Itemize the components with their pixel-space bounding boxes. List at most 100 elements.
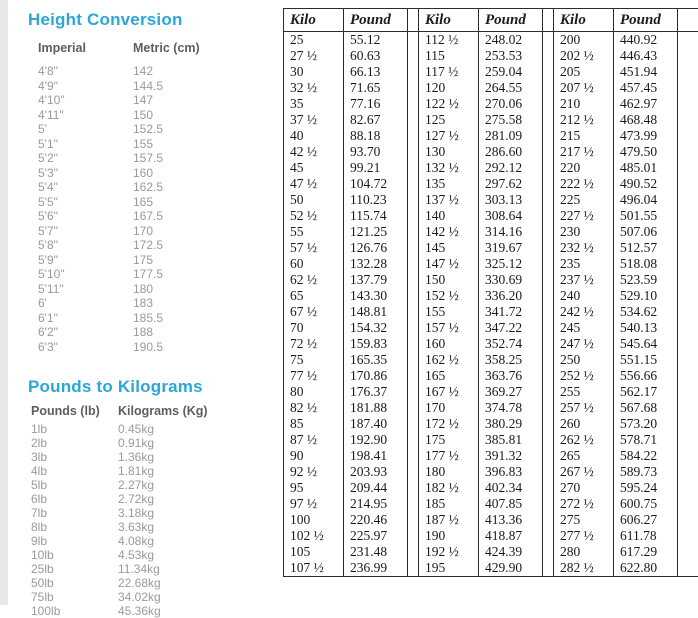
kilo-cell: 252 ½ — [554, 368, 614, 384]
column-spacer — [408, 480, 419, 496]
kilo-cell: 75 — [284, 352, 344, 368]
pound-cell: 209.44 — [344, 480, 408, 496]
column-header-pound-2: Pound — [479, 9, 543, 32]
height-row: 5'8"172.5 — [38, 238, 280, 253]
height-row: 5'7"170 — [38, 224, 280, 239]
kilo-cell: 62 ½ — [284, 272, 344, 288]
column-spacer — [408, 9, 419, 32]
kilo-cell: 100 — [284, 512, 344, 528]
kilo-cell: 85 — [284, 416, 344, 432]
column-spacer — [543, 432, 554, 448]
pound-cell: 154.32 — [344, 320, 408, 336]
pound-cell: 214.95 — [344, 496, 408, 512]
kilo-cell: 50 — [284, 192, 344, 208]
column-header-kilograms: Kilograms (Kg) — [118, 404, 208, 419]
pound-cell: 562.17 — [614, 384, 678, 400]
table-cell: 6' — [38, 296, 133, 311]
height-row: 6'3"190.5 — [38, 340, 280, 355]
pound-cell: 507.06 — [614, 224, 678, 240]
kilo-cell: 180 — [419, 464, 479, 480]
kilo-cell: 145 — [419, 240, 479, 256]
pound-cell: 358.25 — [479, 352, 543, 368]
column-spacer — [543, 464, 554, 480]
column-spacer — [678, 32, 698, 49]
pound-cell: 325.12 — [479, 256, 543, 272]
column-spacer — [678, 496, 698, 512]
kilo-cell: 140 — [419, 208, 479, 224]
column-spacer — [543, 192, 554, 208]
kilo-cell: 35 — [284, 96, 344, 112]
column-spacer — [543, 9, 554, 32]
column-spacer — [543, 96, 554, 112]
pound-cell: 275.58 — [479, 112, 543, 128]
kilo-cell: 230 — [554, 224, 614, 240]
pound-cell: 622.80 — [614, 560, 678, 577]
pound-cell: 71.65 — [344, 80, 408, 96]
kilo-cell: 152 ½ — [419, 288, 479, 304]
table-cell: 2.27kg — [118, 478, 154, 492]
height-row: 5'10"177.5 — [38, 267, 280, 282]
table-cell: 34.02kg — [118, 590, 161, 604]
column-header-kilo-2: Kilo — [419, 9, 479, 32]
column-spacer — [543, 272, 554, 288]
column-spacer — [678, 464, 698, 480]
pound-cell: 446.43 — [614, 48, 678, 64]
kilo-cell: 127 ½ — [419, 128, 479, 144]
column-spacer — [678, 432, 698, 448]
table-cell: 11.34kg — [118, 562, 160, 576]
table-cell: 162.5 — [133, 180, 163, 195]
height-row: 6'183 — [38, 296, 280, 311]
height-row: 5'2"157.5 — [38, 151, 280, 166]
pound-cell: 391.32 — [479, 448, 543, 464]
column-spacer — [543, 368, 554, 384]
kilo-cell: 130 — [419, 144, 479, 160]
pound-cell: 236.99 — [344, 560, 408, 577]
table-cell: 172.5 — [133, 238, 163, 253]
pound-cell: 413.36 — [479, 512, 543, 528]
pound-cell: 567.68 — [614, 400, 678, 416]
table-cell: 177.5 — [133, 267, 163, 282]
pound-cell: 225.97 — [344, 528, 408, 544]
kilo-cell: 212 ½ — [554, 112, 614, 128]
pound-cell: 187.40 — [344, 416, 408, 432]
table-cell: 4lb — [31, 464, 118, 478]
kilo-cell: 47 ½ — [284, 176, 344, 192]
pound-cell: 192.90 — [344, 432, 408, 448]
pound-cell: 578.71 — [614, 432, 678, 448]
table-cell: 152.5 — [133, 122, 163, 137]
kilo-cell: 235 — [554, 256, 614, 272]
kilo-cell: 25 — [284, 32, 344, 49]
column-spacer — [543, 64, 554, 80]
kilo-cell: 260 — [554, 416, 614, 432]
kilo-cell: 205 — [554, 64, 614, 80]
column-spacer — [543, 544, 554, 560]
kilo-cell: 65 — [284, 288, 344, 304]
column-spacer — [678, 480, 698, 496]
kilo-cell: 112 ½ — [419, 32, 479, 49]
table-cell: 5'10" — [38, 267, 133, 282]
column-spacer — [408, 400, 419, 416]
pound-cell: 181.88 — [344, 400, 408, 416]
column-spacer — [543, 80, 554, 96]
table-cell: 175 — [133, 253, 153, 268]
column-spacer — [408, 320, 419, 336]
pound-cell: 407.85 — [479, 496, 543, 512]
kilo-cell: 80 — [284, 384, 344, 400]
table-cell: 5'4" — [38, 180, 133, 195]
table-cell: 2.72kg — [118, 492, 154, 506]
pound-cell: 440.92 — [614, 32, 678, 49]
left-column: Height Conversion Imperial Metric (cm) 4… — [28, 0, 280, 618]
pound-cell: 424.39 — [479, 544, 543, 560]
pound-cell: 303.13 — [479, 192, 543, 208]
kilo-cell: 272 ½ — [554, 496, 614, 512]
column-spacer — [678, 224, 698, 240]
table-cell: 5' — [38, 122, 133, 137]
table-cell: 160 — [133, 166, 153, 181]
